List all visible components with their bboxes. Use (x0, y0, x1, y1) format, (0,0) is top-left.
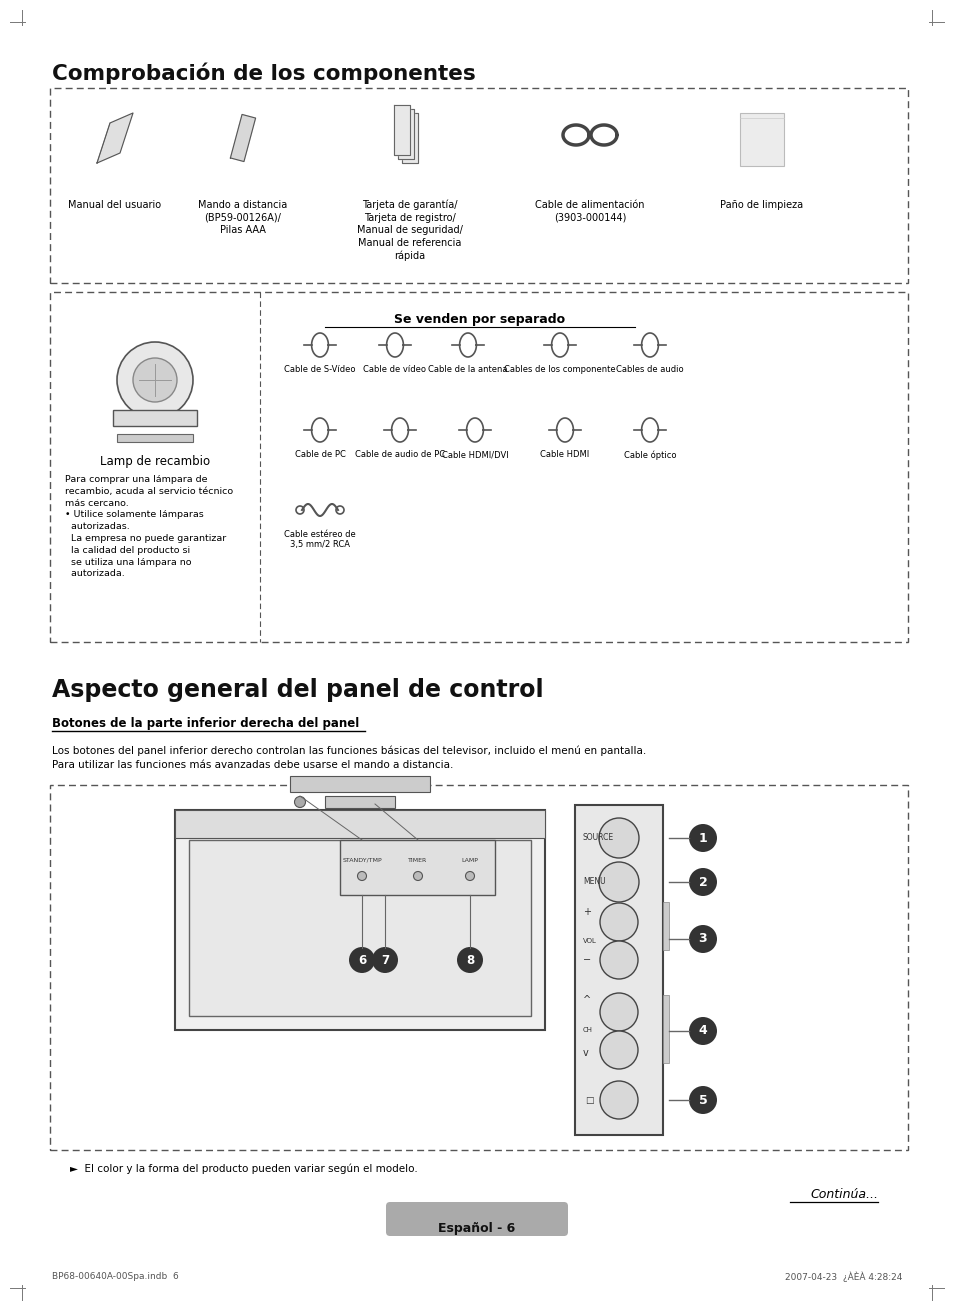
Text: □: □ (584, 1095, 593, 1104)
Text: VOL: VOL (582, 938, 597, 945)
Text: Comprobación de los componentes: Comprobación de los componentes (52, 62, 476, 84)
Text: ^: ^ (582, 996, 591, 1005)
Text: MENU: MENU (582, 878, 605, 887)
Circle shape (688, 925, 717, 952)
Circle shape (688, 1086, 717, 1114)
Bar (575, 806, 662, 1134)
Circle shape (238, 124, 241, 128)
Text: Cable de audio de PC: Cable de audio de PC (355, 451, 445, 458)
Circle shape (132, 358, 177, 402)
Text: Paño de limpieza: Paño de limpieza (720, 200, 802, 210)
Text: SOURCE: SOURCE (582, 833, 614, 842)
Polygon shape (394, 105, 410, 155)
Text: 1: 1 (698, 832, 706, 845)
Text: 6: 6 (357, 954, 366, 967)
Circle shape (688, 869, 717, 896)
FancyBboxPatch shape (386, 1203, 567, 1237)
Bar (50, 785, 907, 1150)
Text: Tarjeta de garantía/
Tarjeta de registro/
Manual de seguridad/
Manual de referen: Tarjeta de garantía/ Tarjeta de registro… (356, 200, 462, 261)
Text: Mando a distancia
(BP59-00126A)/
Pilas AAA: Mando a distancia (BP59-00126A)/ Pilas A… (198, 200, 287, 234)
Text: Cable estéreo de
3,5 mm/2 RCA: Cable estéreo de 3,5 mm/2 RCA (284, 531, 355, 549)
Bar (325, 796, 395, 808)
Circle shape (294, 796, 305, 807)
Circle shape (599, 993, 638, 1031)
Text: Cable de vídeo: Cable de vídeo (363, 365, 426, 373)
Bar (740, 113, 783, 166)
Circle shape (599, 1081, 638, 1119)
Polygon shape (397, 109, 414, 159)
Bar (189, 840, 531, 1017)
Bar (117, 434, 193, 441)
Circle shape (372, 947, 397, 973)
Bar (339, 840, 495, 895)
Text: STANDY/TMP: STANDY/TMP (342, 858, 381, 863)
Bar (662, 903, 668, 950)
Text: 4: 4 (698, 1024, 706, 1038)
Text: +: + (582, 907, 590, 917)
Text: Cables de audio: Cables de audio (616, 365, 683, 373)
Text: TIMER: TIMER (408, 858, 427, 863)
Text: 2: 2 (698, 875, 706, 888)
Text: v: v (582, 1048, 588, 1058)
Bar (662, 996, 668, 1062)
Bar (174, 810, 544, 1030)
Circle shape (599, 1031, 638, 1069)
Circle shape (465, 871, 474, 880)
Text: Cable HDMI/DVI: Cable HDMI/DVI (441, 451, 508, 458)
Circle shape (357, 871, 366, 880)
Circle shape (117, 342, 193, 418)
Bar (50, 292, 907, 642)
Bar (50, 88, 907, 283)
Circle shape (688, 1017, 717, 1045)
Circle shape (240, 132, 243, 136)
Text: Español - 6: Español - 6 (438, 1222, 515, 1235)
Text: Los botones del panel inferior derecho controlan las funciones básicas del telev: Los botones del panel inferior derecho c… (52, 745, 645, 769)
Text: 2007-04-23  ¿ÀÈÀ 4:28:24: 2007-04-23 ¿ÀÈÀ 4:28:24 (783, 1272, 901, 1282)
Circle shape (598, 862, 639, 903)
Text: BP68-00640A-00Spa.indb  6: BP68-00640A-00Spa.indb 6 (52, 1272, 178, 1281)
Polygon shape (401, 113, 417, 162)
Circle shape (244, 148, 248, 151)
Circle shape (599, 941, 638, 979)
Bar (174, 810, 544, 838)
Text: 5: 5 (698, 1094, 706, 1107)
Text: Se venden por separado: Se venden por separado (394, 313, 565, 326)
Text: LAMP: LAMP (461, 858, 478, 863)
Text: Manual del usuario: Manual del usuario (69, 200, 161, 210)
Text: Cable de S-Vídeo: Cable de S-Vídeo (284, 365, 355, 373)
Circle shape (599, 903, 638, 941)
Circle shape (456, 947, 482, 973)
Bar (290, 776, 430, 793)
Text: Cable de alimentación
(3903-000144): Cable de alimentación (3903-000144) (535, 200, 644, 223)
Text: Cable HDMI: Cable HDMI (539, 451, 589, 458)
Text: Cable de la antena: Cable de la antena (428, 365, 507, 373)
Circle shape (413, 871, 422, 880)
Bar (112, 410, 196, 426)
Circle shape (598, 817, 639, 858)
Text: Botones de la parte inferior derecha del panel: Botones de la parte inferior derecha del… (52, 717, 359, 730)
Text: 3: 3 (698, 933, 706, 946)
Text: CH: CH (582, 1027, 593, 1034)
Text: Cable óptico: Cable óptico (623, 451, 676, 460)
Text: Aspecto general del panel de control: Aspecto general del panel de control (52, 679, 543, 702)
Circle shape (242, 140, 245, 143)
Text: ►  El color y la forma del producto pueden variar según el modelo.: ► El color y la forma del producto puede… (70, 1165, 417, 1175)
Circle shape (349, 947, 375, 973)
Text: Continúa...: Continúa... (809, 1188, 877, 1201)
Text: 8: 8 (465, 954, 474, 967)
Polygon shape (97, 113, 132, 162)
Text: Lamp de recambio: Lamp de recambio (100, 455, 210, 468)
Text: Para comprar una lámpara de
recambio, acuda al servicio técnico
más cercano.
• U: Para comprar una lámpara de recambio, ac… (65, 476, 233, 579)
Text: Cables de los componente: Cables de los componente (503, 365, 616, 373)
Circle shape (688, 824, 717, 852)
Polygon shape (231, 114, 255, 161)
Text: 7: 7 (380, 954, 389, 967)
Text: −: − (582, 955, 591, 965)
Text: Cable de PC: Cable de PC (294, 451, 345, 458)
